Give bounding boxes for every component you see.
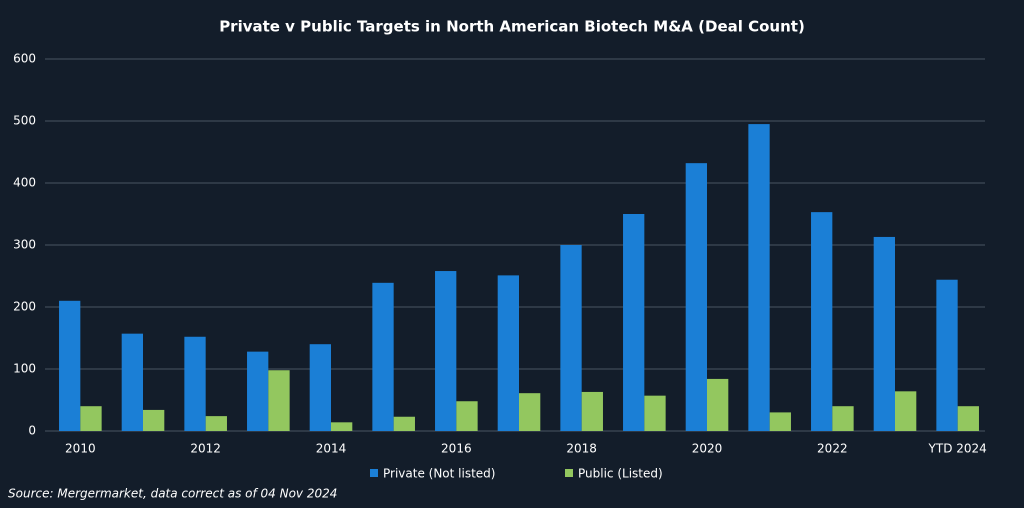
bar	[832, 406, 854, 431]
bar	[685, 163, 707, 431]
legend-label: Private (Not listed)	[383, 467, 495, 481]
y-tick-label: 100	[13, 362, 36, 376]
legend-swatch	[565, 469, 573, 477]
bar	[560, 245, 582, 431]
bar	[623, 214, 645, 431]
bar	[957, 406, 979, 431]
x-tick-label: 2022	[817, 442, 848, 456]
bar	[80, 406, 102, 431]
bar	[59, 300, 81, 431]
bar	[707, 378, 729, 431]
bar	[372, 282, 394, 431]
source-note: Source: Mergermarket, data correct as of…	[8, 487, 337, 501]
x-tick-label: 2010	[65, 442, 96, 456]
bar	[497, 275, 519, 431]
x-tick-label: 2012	[190, 442, 221, 456]
y-tick-label: 200	[13, 300, 36, 314]
x-tick-label: 2018	[566, 442, 597, 456]
x-tick-label: YTD 2024	[928, 442, 987, 456]
bar	[811, 212, 833, 431]
y-tick-label: 300	[13, 238, 36, 252]
bar	[393, 416, 415, 431]
x-tick-label: 2014	[316, 442, 347, 456]
y-tick-label: 600	[13, 52, 36, 66]
x-tick-label: 2016	[441, 442, 472, 456]
bar	[873, 236, 895, 431]
bar	[748, 124, 770, 431]
y-tick-label: 0	[28, 424, 36, 438]
legend-label: Public (Listed)	[578, 467, 663, 481]
bar	[309, 344, 331, 431]
bar	[184, 336, 206, 431]
bar	[247, 351, 269, 431]
x-tick-label: 2020	[692, 442, 723, 456]
y-tick-label: 500	[13, 114, 36, 128]
bar	[519, 393, 541, 431]
bar	[769, 412, 791, 431]
bar	[581, 391, 603, 431]
bar	[331, 422, 353, 431]
bar	[205, 416, 227, 431]
bar	[936, 279, 958, 431]
bar	[268, 370, 290, 431]
y-tick-label: 400	[13, 176, 36, 190]
bar	[895, 391, 917, 431]
bar	[456, 401, 478, 431]
bar	[143, 409, 165, 431]
bar	[644, 395, 666, 431]
bar	[121, 333, 143, 431]
bar	[435, 271, 457, 431]
legend-swatch	[370, 469, 378, 477]
chart-title: Private v Public Targets in North Americ…	[219, 18, 805, 36]
